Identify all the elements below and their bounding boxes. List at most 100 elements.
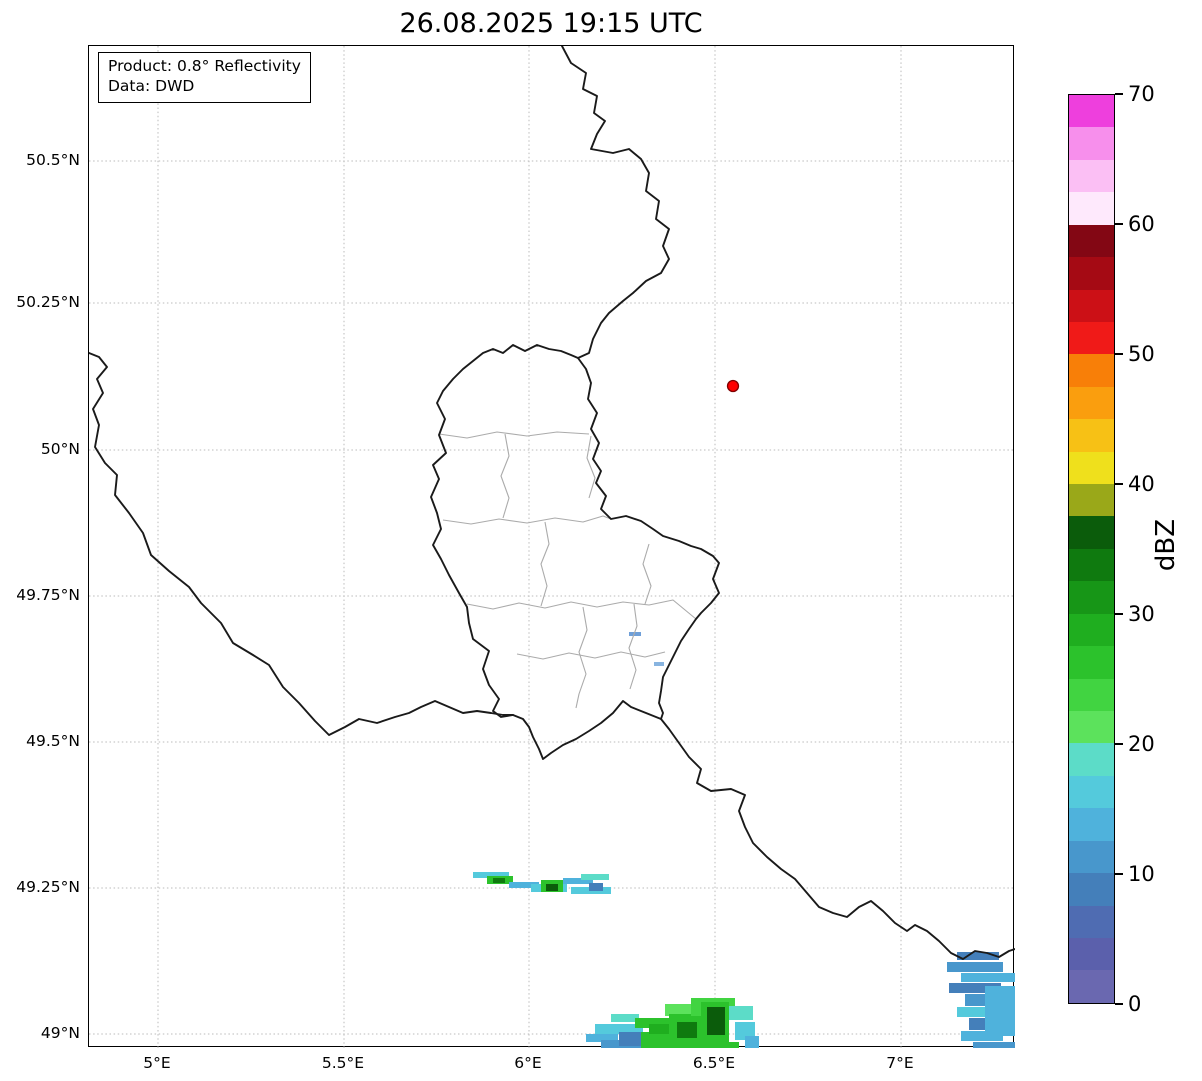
- colorbar-tick-label: 30: [1128, 602, 1155, 626]
- national-border: [430, 344, 720, 760]
- colorbar-segment: [1069, 613, 1114, 647]
- radar-echo-cell: [509, 882, 539, 888]
- radar-echo-cell: [581, 874, 609, 880]
- admin-border: [500, 433, 510, 519]
- colorbar-segment: [1069, 257, 1114, 290]
- radar-echo-cell: [973, 1042, 1015, 1048]
- y-tick-label: 50.5°N: [26, 151, 80, 169]
- radar-echo-cell: [493, 878, 505, 883]
- colorbar-segment: [1069, 970, 1114, 1003]
- colorbar-segment: [1069, 548, 1114, 582]
- map-plot-area: Product: 0.8° Reflectivity Data: DWD: [88, 45, 1015, 1048]
- colorbar-tick-label: 60: [1128, 212, 1155, 236]
- colorbar-segment: [1069, 743, 1114, 776]
- radar-echo-cell: [677, 1022, 697, 1038]
- colorbar-segment: [1069, 516, 1114, 549]
- colorbar: [1068, 94, 1115, 1004]
- colorbar-segment: [1069, 711, 1114, 744]
- colorbar-gradient: [1069, 95, 1114, 1003]
- colorbar-tick-label: 0: [1128, 992, 1142, 1016]
- colorbar-tick-label: 40: [1128, 472, 1155, 496]
- colorbar-segment: [1069, 840, 1114, 874]
- radar-echo-cell: [563, 878, 593, 884]
- admin-border: [628, 603, 638, 690]
- colorbar-tick-mark: [1115, 743, 1123, 745]
- figure-title: 26.08.2025 19:15 UTC: [399, 8, 703, 39]
- colorbar-tick-mark: [1115, 1003, 1123, 1005]
- colorbar-segment: [1069, 581, 1114, 614]
- colorbar-segment: [1069, 484, 1114, 517]
- radar-echo-cell: [735, 1022, 755, 1040]
- radar-echo-cell: [546, 884, 558, 891]
- national-border: [660, 718, 1015, 960]
- radar-echo-cell: [745, 1036, 759, 1048]
- info-product-line: Product: 0.8° Reflectivity: [108, 57, 301, 75]
- radar-echo-cell: [961, 973, 1015, 982]
- y-tick-label: 50.25°N: [16, 293, 80, 311]
- colorbar-segment: [1069, 451, 1114, 485]
- radar-echo-cell: [611, 1014, 639, 1022]
- radar-echo-cell: [729, 1006, 753, 1020]
- colorbar-segment: [1069, 127, 1114, 160]
- x-tick-label: 6.5°E: [692, 1054, 736, 1072]
- colorbar-segment: [1069, 808, 1114, 841]
- y-tick-label: 49.25°N: [16, 878, 80, 896]
- radar-echo-cell: [957, 1007, 1003, 1017]
- colorbar-tick-mark: [1115, 223, 1123, 225]
- colorbar-tick-label: 20: [1128, 732, 1155, 756]
- colorbar-segment: [1069, 937, 1114, 971]
- colorbar-segment: [1069, 678, 1114, 712]
- colorbar-segment: [1069, 95, 1114, 128]
- admin-border: [466, 599, 697, 620]
- radar-echo-cell: [586, 1034, 618, 1042]
- radar-echo-cell: [949, 983, 1001, 993]
- radar-echo-cell: [707, 1007, 725, 1035]
- colorbar-tick-label: 70: [1128, 82, 1155, 106]
- radar-echo-cell: [649, 1024, 675, 1034]
- colorbar-segment: [1069, 646, 1114, 679]
- radar-echo-cell: [654, 662, 664, 666]
- info-box: Product: 0.8° Reflectivity Data: DWD: [98, 52, 311, 103]
- radar-echo-cell: [589, 883, 603, 891]
- colorbar-tick-mark: [1115, 93, 1123, 95]
- radar-echo-cell: [985, 986, 1015, 1036]
- colorbar-tick-mark: [1115, 483, 1123, 485]
- admin-border: [516, 651, 666, 660]
- colorbar-axis-label: dBZ: [1151, 518, 1181, 572]
- admin-border: [575, 606, 588, 709]
- admin-border: [540, 521, 550, 607]
- radar-echo-cell: [629, 632, 641, 636]
- y-tick-label: 50°N: [40, 440, 80, 458]
- admin-border: [586, 435, 596, 499]
- x-tick-label: 7°E: [886, 1054, 914, 1072]
- colorbar-tick-mark: [1115, 873, 1123, 875]
- colorbar-segment: [1069, 289, 1114, 322]
- admin-border: [642, 543, 652, 605]
- national-border: [89, 352, 514, 736]
- radar-echo-cell: [961, 1031, 1003, 1041]
- colorbar-tick-mark: [1115, 353, 1123, 355]
- colorbar-tick-mark: [1115, 613, 1123, 615]
- colorbar-segment: [1069, 419, 1114, 452]
- radar-echo-cell: [947, 962, 1003, 972]
- colorbar-segment: [1069, 386, 1114, 420]
- colorbar-segment: [1069, 775, 1114, 809]
- radar-site-marker: [726, 379, 740, 393]
- x-tick-label: 5°E: [143, 1054, 171, 1072]
- colorbar-segment: [1069, 873, 1114, 906]
- y-tick-label: 49°N: [40, 1024, 80, 1042]
- x-tick-label: 5.5°E: [321, 1054, 365, 1072]
- map-canvas: [89, 46, 1015, 1048]
- colorbar-segment: [1069, 905, 1114, 938]
- national-border: [561, 46, 670, 359]
- radar-echo-cell: [689, 1042, 739, 1048]
- info-data-line: Data: DWD: [108, 77, 195, 96]
- radar-echo-cell: [595, 1024, 643, 1034]
- colorbar-tick-label: 10: [1128, 862, 1155, 886]
- colorbar-segment: [1069, 354, 1114, 387]
- colorbar-segment: [1069, 224, 1114, 258]
- radar-echo-cell: [635, 1018, 673, 1028]
- admin-border: [442, 515, 612, 525]
- y-tick-label: 49.75°N: [16, 586, 80, 604]
